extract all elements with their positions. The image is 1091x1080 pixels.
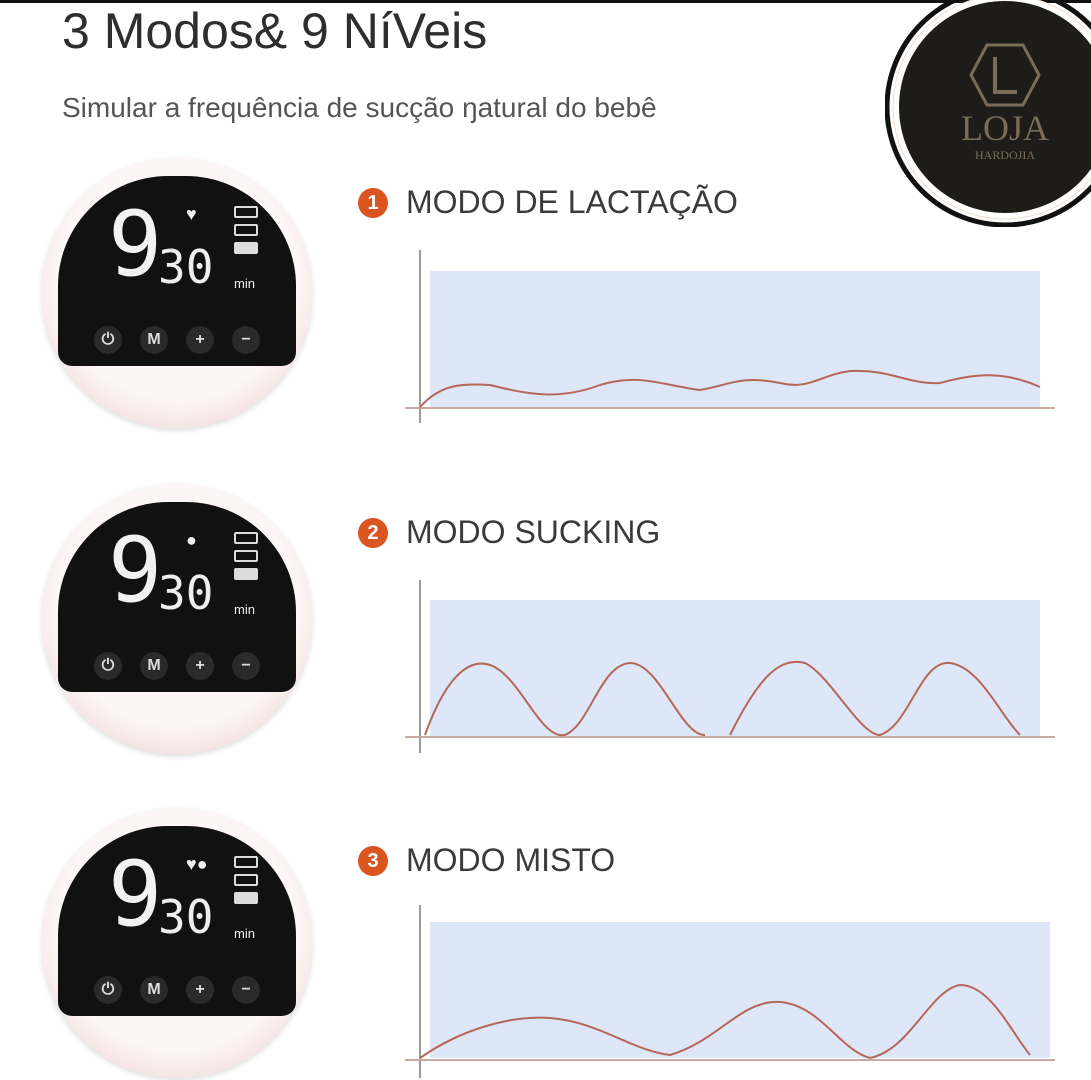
mode-button: M [140,976,168,1004]
timer-unit: min [234,602,255,617]
lcd-screen: 9 ♥ 30 min ⏻ M + − [58,176,296,366]
device-display-3: 9 ♥● 30 min ⏻ M + − [42,808,312,1078]
mode-number-badge: 1 [358,187,388,218]
wave-diagram-2 [405,580,1055,753]
mode-button: M [140,652,168,680]
battery-icon [234,874,258,886]
suction-wave [419,369,1041,408]
top-border [0,0,1091,3]
power-button: ⏻ [94,976,122,1004]
battery-icon [234,856,258,868]
plus-button: + [186,326,214,354]
plus-button: + [186,976,214,1004]
battery-icon [234,242,258,254]
suction-wave [419,983,1031,1060]
wave-background [430,271,1040,407]
lcd-screen: 9 ● 30 min ⏻ M + − [58,502,296,692]
heart-droplet-icon: ♥● [186,854,208,874]
droplet-icon: ● [186,530,197,550]
wave-diagram-3 [405,905,1055,1078]
lcd-screen: 9 ♥● 30 min ⏻ M + − [58,826,296,1016]
mode-number-badge: 2 [358,517,388,548]
battery-icon [234,224,258,236]
minus-button: − [232,976,260,1004]
minus-button: − [232,326,260,354]
battery-icon [234,532,258,544]
mode-label: MODO DE LACTAÇÃO [406,184,738,220]
page-title: 3 Modos& 9 NíVeis [62,3,488,59]
wave-background [430,922,1050,1058]
plus-button: + [186,652,214,680]
mode-heading-1: 1 MODO DE LACTAÇÃO [358,184,738,221]
level-digit: 9 [108,518,163,623]
heart-icon: ♥ [186,204,197,224]
timer-value: 30 [158,240,214,294]
power-button: ⏻ [94,326,122,354]
battery-icon [234,568,258,580]
device-display-1: 9 ♥ 30 min ⏻ M + − [42,158,312,428]
wave-background [430,600,1040,736]
battery-icon [234,206,258,218]
device-display-2: 9 ● 30 min ⏻ M + − [42,484,312,754]
mode-button: M [140,326,168,354]
store-logo: LOJA HARDOJIA [884,0,1091,228]
battery-icon [234,550,258,562]
suction-wave [424,660,1021,737]
timer-unit: min [234,276,255,291]
mode-label: MODO SUCKING [406,514,661,550]
logo-text: LOJA [961,108,1049,148]
wave-diagram-1 [405,250,1055,423]
level-digit: 9 [108,842,163,947]
timer-value: 30 [158,890,214,944]
power-button: ⏻ [94,652,122,680]
logo-subtext: HARDOJIA [975,148,1035,162]
battery-icon [234,892,258,904]
timer-value: 30 [158,566,214,620]
mode-heading-2: 2 MODO SUCKING [358,514,660,551]
minus-button: − [232,652,260,680]
mode-label: MODO MISTO [406,842,616,878]
mode-number-badge: 3 [358,845,388,876]
page-subtitle: Simular a frequência de sucção ŋatural d… [62,92,657,123]
level-digit: 9 [108,192,163,297]
mode-heading-3: 3 MODO MISTO [358,842,615,879]
timer-unit: min [234,926,255,941]
